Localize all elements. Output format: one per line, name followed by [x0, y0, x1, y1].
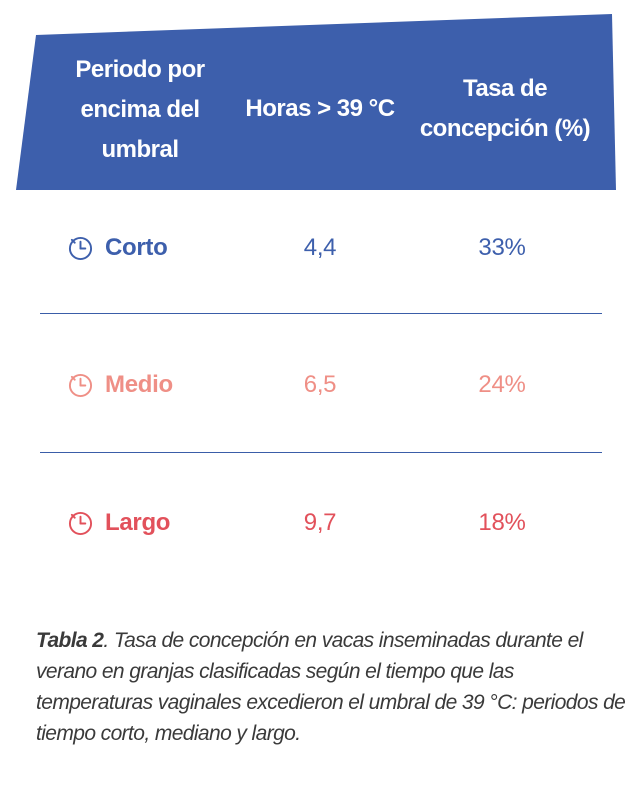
row-hours: 6,5	[303, 371, 337, 398]
header-periodo-line: umbral	[101, 136, 179, 163]
row-label-cell: Corto	[68, 218, 168, 278]
header-background	[16, 14, 616, 190]
row-label: Largo	[105, 509, 171, 536]
row-hours: 4,4	[303, 234, 337, 261]
row-label-cell: Largo	[68, 493, 170, 553]
row-rate: 24%	[478, 371, 526, 398]
header-horas: Horas > 39 °C	[232, 89, 408, 129]
table-row-medio: Medio 6,5 24%	[40, 355, 602, 415]
row-divider	[40, 452, 602, 453]
caption-label: Tabla 2	[36, 629, 104, 652]
clock-icon	[68, 511, 93, 535]
clock-icon	[68, 373, 93, 397]
header-horas-line: Horas > 39 °C	[245, 95, 395, 122]
row-label: Corto	[105, 234, 168, 261]
table-row-corto: Corto 4,4 33%	[40, 218, 602, 278]
row-rate: 33%	[478, 234, 526, 261]
header-tasa: Tasa de concepción (%)	[405, 69, 605, 149]
header-background-shape	[16, 14, 616, 190]
caption-text: . Tasa de concepción en vacas inseminada…	[36, 629, 626, 745]
table-row-largo: Largo 9,7 18%	[40, 493, 602, 553]
header-tasa-line: concepción (%)	[419, 115, 591, 142]
header-periodo: Periodo por encima del umbral	[40, 50, 240, 170]
table-header: Periodo por encima del umbral Horas > 39…	[0, 0, 638, 190]
row-divider	[40, 313, 602, 314]
header-tasa-line: Tasa de	[462, 75, 548, 102]
row-hours: 9,7	[303, 509, 337, 536]
clock-icon	[68, 236, 93, 260]
header-periodo-line: Periodo por	[75, 56, 205, 83]
table-caption: Tabla 2. Tasa de concepción en vacas ins…	[36, 625, 626, 749]
header-periodo-line: encima del	[80, 96, 200, 123]
row-rate: 18%	[478, 509, 526, 536]
row-label-cell: Medio	[68, 355, 173, 415]
concepcion-table: Periodo por encima del umbral Horas > 39…	[0, 0, 638, 553]
row-label: Medio	[105, 371, 173, 398]
